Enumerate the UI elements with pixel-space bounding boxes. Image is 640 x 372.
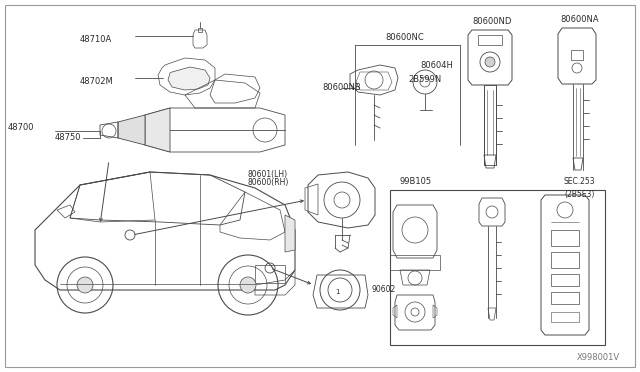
Text: 90602: 90602 <box>372 285 396 295</box>
Text: 48710A: 48710A <box>80 35 112 44</box>
Text: 1: 1 <box>335 289 339 295</box>
Bar <box>551 252 579 268</box>
Text: 80600ND: 80600ND <box>472 17 511 26</box>
Circle shape <box>240 277 256 293</box>
Text: X998001V: X998001V <box>577 353 620 362</box>
Bar <box>571 50 583 60</box>
Text: (2B5E3): (2B5E3) <box>564 189 595 199</box>
Text: 99B105: 99B105 <box>400 177 432 186</box>
Circle shape <box>485 57 495 67</box>
Bar <box>390 190 605 345</box>
Text: 80600NC: 80600NC <box>385 33 424 42</box>
Text: 48700: 48700 <box>8 124 35 132</box>
Polygon shape <box>145 108 170 152</box>
Text: 80601(LH): 80601(LH) <box>248 170 288 180</box>
Text: 80600NB: 80600NB <box>322 83 361 93</box>
Text: 80600NA: 80600NA <box>560 16 598 25</box>
Bar <box>255 265 285 283</box>
Text: 2B599N: 2B599N <box>408 76 441 84</box>
Text: SEC.253: SEC.253 <box>563 177 595 186</box>
Circle shape <box>77 277 93 293</box>
Polygon shape <box>118 115 145 145</box>
Bar <box>551 312 579 322</box>
Text: 48750: 48750 <box>55 134 81 142</box>
Text: 80604H: 80604H <box>420 61 453 70</box>
Text: 80600(RH): 80600(RH) <box>248 179 289 187</box>
Bar <box>551 230 579 246</box>
Text: 48702M: 48702M <box>80 77 114 86</box>
Polygon shape <box>285 215 295 252</box>
Bar <box>551 292 579 304</box>
Polygon shape <box>168 67 210 90</box>
Bar <box>478 35 502 45</box>
Bar <box>551 274 579 286</box>
